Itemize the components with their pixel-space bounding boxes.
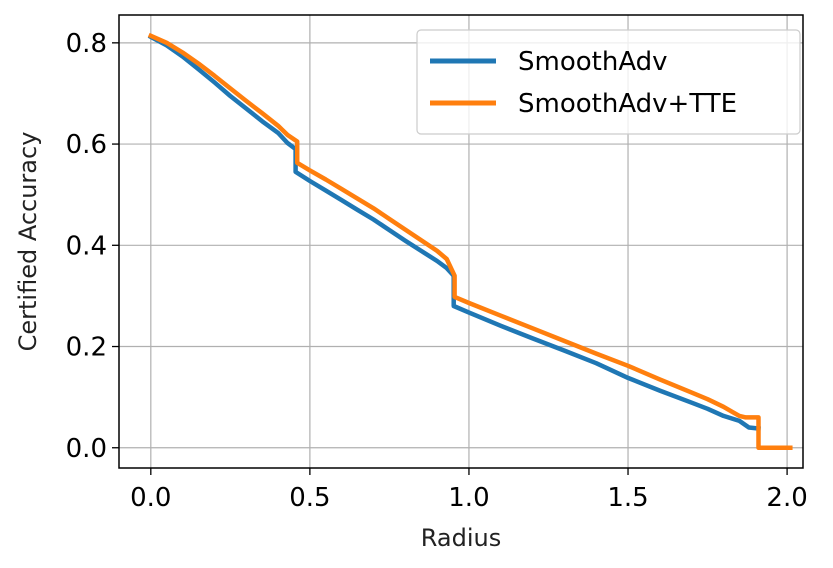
x-tick-label: 0.0 [130, 483, 171, 513]
x-tick-label: 0.5 [289, 483, 330, 513]
legend: SmoothAdv SmoothAdv+TTE [416, 29, 801, 135]
legend-label-smoothadv-tte: SmoothAdv+TTE [518, 89, 737, 119]
plot-frame [118, 14, 804, 469]
y-tick-label: 0.4 [66, 231, 107, 261]
x-tick-label: 1.0 [448, 483, 489, 513]
legend-box [416, 29, 801, 135]
series-line-smoothadv-tte [147, 32, 793, 451]
y-tick-label: 0.0 [66, 434, 107, 464]
y-tick-label: 0.6 [66, 130, 107, 160]
y-axis-label: Certified Accuracy [14, 132, 42, 352]
axis-ticks: 0.0 0.5 1.0 1.5 2.0 0.0 0.2 0.4 0.6 0.8 [66, 29, 808, 513]
y-tick-label: 0.8 [66, 29, 107, 59]
x-tick-label: 2.0 [766, 483, 807, 513]
y-tick-label: 0.2 [66, 333, 107, 363]
series-lines [147, 32, 793, 451]
x-axis-label: Radius [421, 524, 501, 552]
x-tick-label: 1.5 [607, 483, 648, 513]
legend-label-smoothadv: SmoothAdv [518, 47, 668, 77]
series-line-smoothadv [147, 33, 761, 431]
